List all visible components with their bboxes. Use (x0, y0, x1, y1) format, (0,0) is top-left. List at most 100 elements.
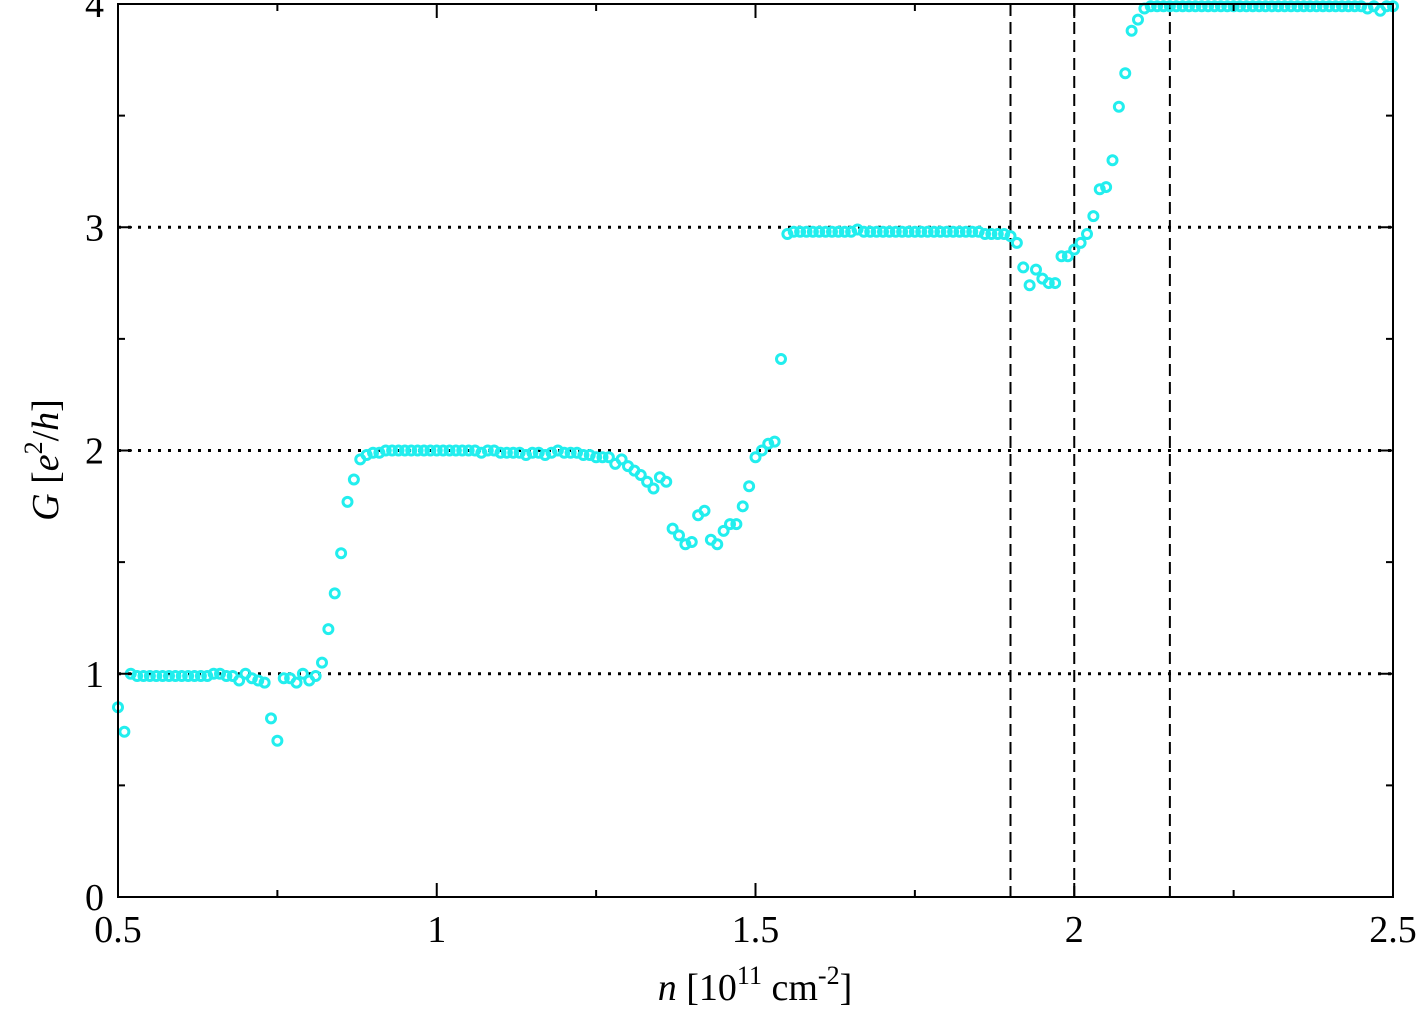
data-point (271, 734, 284, 747)
data-point (131, 669, 144, 682)
data-point (1068, 243, 1081, 256)
data-point (322, 623, 335, 636)
data-point (1106, 154, 1119, 167)
data-point (252, 674, 265, 687)
x-tick-label: 2.5 (1369, 909, 1417, 951)
data-point (545, 446, 558, 459)
data-point (1176, 0, 1189, 13)
data-point (1253, 0, 1266, 13)
data-point (685, 536, 698, 549)
data-point (845, 225, 858, 238)
data-point (743, 480, 756, 493)
data-point (1112, 100, 1125, 113)
data-point (736, 500, 749, 513)
data-point (188, 669, 201, 682)
x-tick-label: 1.5 (732, 909, 780, 951)
data-point (998, 227, 1011, 240)
data-point (889, 225, 902, 238)
data-point (513, 446, 526, 459)
data-point (1221, 0, 1234, 13)
data-point (1087, 210, 1100, 223)
data-point (488, 444, 501, 457)
data-point (602, 451, 615, 464)
data-point (258, 676, 271, 689)
data-point (1100, 181, 1113, 194)
x-tick-label: 1 (427, 909, 446, 951)
data-point (979, 227, 991, 240)
data-point (1119, 67, 1132, 80)
data-point (1081, 227, 1093, 240)
data-point (877, 225, 889, 238)
data-point (571, 446, 583, 459)
data-point (908, 225, 921, 238)
data-point (265, 712, 277, 725)
label-part: h (25, 412, 67, 431)
data-point (1380, 0, 1393, 13)
data-point (1074, 236, 1087, 249)
data-point (787, 225, 800, 238)
y-axis-label: G [e2/h] (19, 399, 67, 521)
data-point (373, 446, 386, 459)
data-point (928, 225, 940, 238)
data-point (896, 225, 909, 238)
data-point (985, 227, 998, 240)
data-point (800, 225, 813, 238)
data-point (150, 669, 163, 682)
label-part: cm (762, 967, 818, 1009)
data-point (335, 547, 348, 560)
data-point (819, 225, 832, 238)
data-point (615, 453, 628, 466)
data-point (966, 225, 979, 238)
data-point (953, 225, 966, 238)
label-part: [10 (677, 967, 737, 1009)
label-part: -2 (818, 961, 840, 990)
data-point (347, 473, 360, 486)
data-point (864, 225, 877, 238)
label-part: ] (840, 967, 853, 1009)
data-point (1004, 230, 1017, 243)
x-axis-label: n [1011 cm-2] (658, 961, 852, 1009)
data-point (507, 446, 520, 459)
data-point (143, 669, 156, 682)
data-point (405, 444, 418, 457)
data-point (379, 444, 392, 457)
y-tick-label: 1 (85, 654, 104, 696)
data-point (1023, 279, 1036, 292)
data-point (296, 667, 309, 680)
data-point (520, 448, 532, 461)
data-point (781, 227, 794, 240)
data-point (1304, 0, 1317, 13)
data-point (1316, 0, 1329, 13)
data-point (730, 518, 743, 531)
data-point (386, 444, 399, 457)
data-point (660, 475, 673, 488)
data-point (182, 669, 195, 682)
data-point (118, 725, 131, 738)
data-point (424, 444, 437, 457)
data-point (832, 225, 845, 238)
data-point (411, 444, 424, 457)
data-point (532, 446, 545, 459)
data-point (558, 446, 571, 459)
data-point (175, 669, 188, 682)
data-point (1030, 263, 1042, 276)
data-point (367, 446, 379, 459)
x-tick-label: 0.5 (94, 909, 142, 951)
data-point (137, 669, 150, 682)
y-tick-label: 3 (85, 207, 104, 249)
data-point (1285, 0, 1297, 13)
data-point (883, 225, 896, 238)
data-point (915, 225, 928, 238)
data-point (481, 444, 494, 457)
data-point (1125, 24, 1138, 37)
data-point (838, 225, 851, 238)
data-point (214, 667, 226, 680)
data-point (341, 495, 354, 508)
data-point (775, 352, 787, 365)
data-point (634, 469, 647, 482)
data-point (934, 225, 947, 238)
data-point (826, 225, 838, 238)
data-point (959, 225, 972, 238)
data-point (1336, 0, 1348, 13)
